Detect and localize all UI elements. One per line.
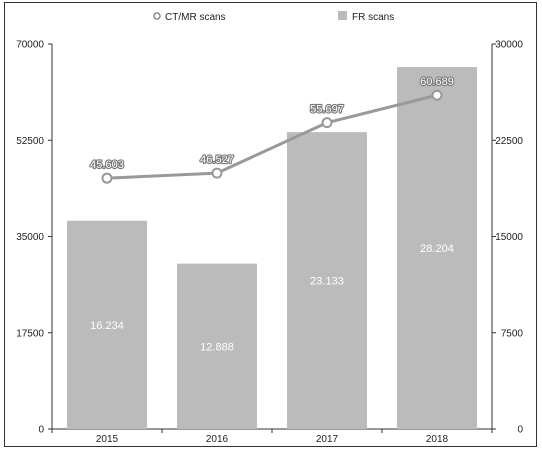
data-labels: 16.234 12.888 23.133 28.204 45.603 46.527 55.6… <box>89 75 455 353</box>
axes: 0 17500 35000 52500 70000 0 7500 15000 22500 3000… <box>16 40 523 446</box>
legend-ctmr-marker <box>153 12 161 20</box>
legend: CT/MR scans FR scans <box>153 11 394 23</box>
y-left-tick-label: 52500 <box>16 136 44 147</box>
line-point-ctmr <box>321 117 333 129</box>
y-left-tick-label: 17500 <box>16 328 44 339</box>
y-left-tick-label: 0 <box>38 425 44 436</box>
bar-fr-scans <box>287 132 367 429</box>
line-value-label: 55.697 <box>310 104 344 116</box>
x-tick-label: 2017 <box>316 434 339 445</box>
legend-ctmr-label: CT/MR scans <box>165 12 226 23</box>
y-right-tick-label: 7500 <box>501 328 524 339</box>
line-point-ctmr <box>211 167 223 179</box>
line-point-ctmr <box>101 172 113 184</box>
y-right-tick-label: 0 <box>517 425 523 436</box>
line-ctmr-scans <box>106 93 438 180</box>
bars <box>67 67 477 429</box>
y-right-tick-label: 15000 <box>495 232 523 243</box>
line-point-ctmr <box>431 89 443 101</box>
bar-value-label: 16.234 <box>90 320 124 332</box>
line-value-label: 45.603 <box>90 159 124 171</box>
bar-value-label: 23.133 <box>310 276 344 288</box>
bar-fr-scans <box>397 67 477 429</box>
line-series <box>101 89 443 184</box>
y-left-tick-label: 70000 <box>16 40 44 51</box>
bar-fr-scans <box>67 220 147 429</box>
legend-fr-label: FR scans <box>352 12 394 23</box>
y-left-tick-label: 35000 <box>16 232 44 243</box>
line-value-label: 60.689 <box>420 76 454 88</box>
bar-value-label: 12.888 <box>200 341 234 353</box>
legend-fr-swatch <box>338 11 347 20</box>
bar-value-label: 28.204 <box>420 243 454 255</box>
x-tick-label: 2015 <box>96 434 119 445</box>
x-tick-label: 2016 <box>206 434 229 445</box>
y-right-tick-label: 22500 <box>495 136 523 147</box>
x-tick-label: 2018 <box>426 434 449 445</box>
line-value-label: 46.527 <box>200 154 234 166</box>
y-right-tick-label: 30000 <box>495 40 523 51</box>
bar-fr-scans <box>177 263 257 429</box>
